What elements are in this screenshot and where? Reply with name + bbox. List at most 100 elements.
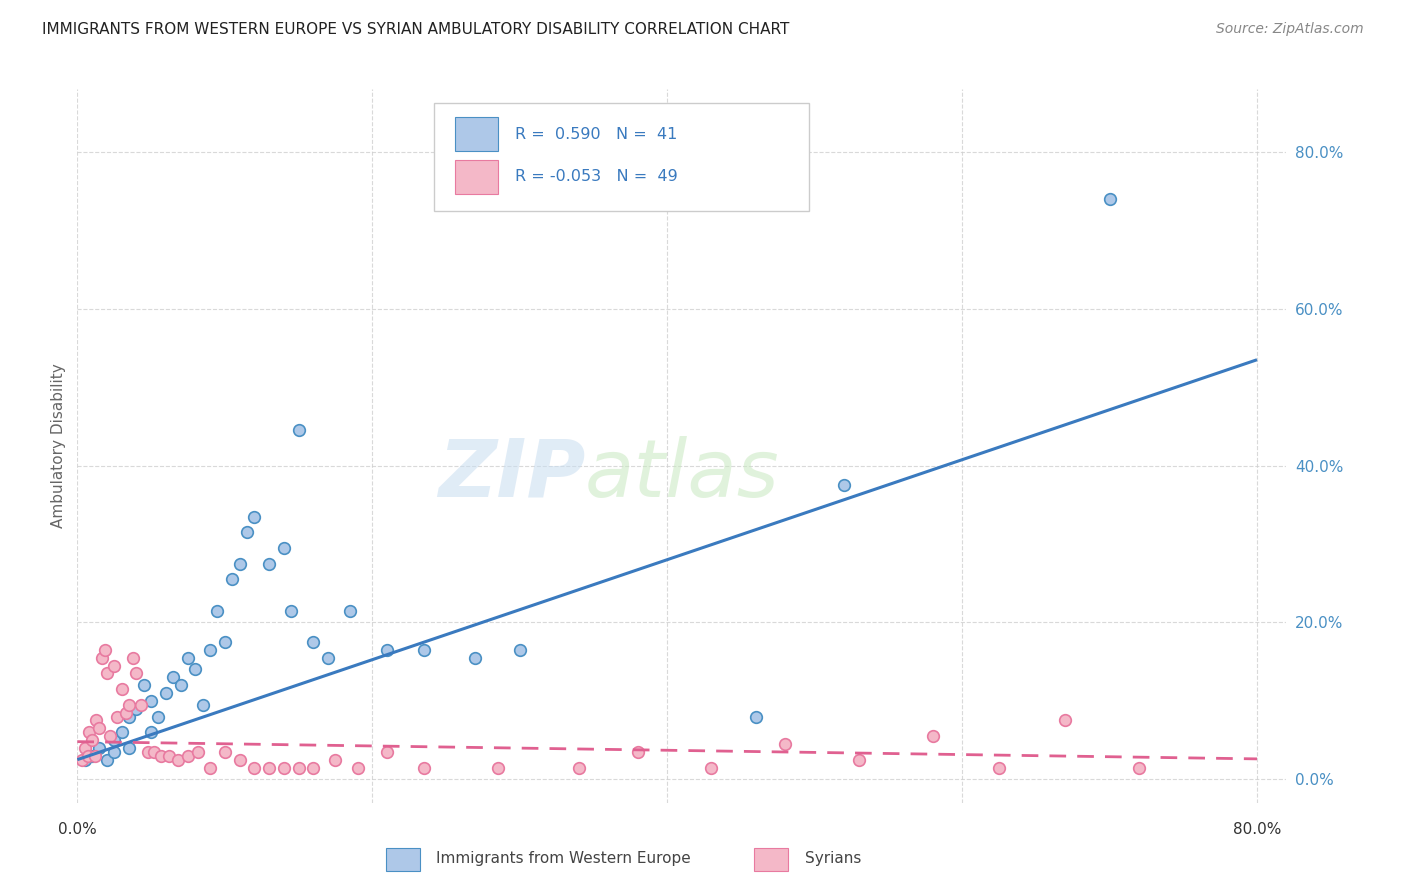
Text: Source: ZipAtlas.com: Source: ZipAtlas.com xyxy=(1216,22,1364,37)
Point xyxy=(139,694,162,708)
Point xyxy=(464,650,486,665)
Text: 0.0%: 0.0% xyxy=(58,822,97,838)
FancyBboxPatch shape xyxy=(434,103,808,211)
Text: 80.0%: 80.0% xyxy=(1233,822,1281,838)
Point xyxy=(125,702,148,716)
Point xyxy=(103,745,125,759)
Text: IMMIGRANTS FROM WESTERN EUROPE VS SYRIAN AMBULATORY DISABILITY CORRELATION CHART: IMMIGRANTS FROM WESTERN EUROPE VS SYRIAN… xyxy=(42,22,790,37)
Point xyxy=(412,760,434,774)
Point xyxy=(98,729,121,743)
Point xyxy=(700,760,723,774)
Point xyxy=(162,670,184,684)
Point xyxy=(125,666,148,681)
Point xyxy=(987,760,1010,774)
Point xyxy=(139,725,162,739)
Point xyxy=(187,745,209,759)
Point xyxy=(221,572,243,586)
Point xyxy=(118,740,141,755)
Point xyxy=(105,709,128,723)
Text: R =  0.590   N =  41: R = 0.590 N = 41 xyxy=(515,127,678,142)
Point xyxy=(143,745,166,759)
Point xyxy=(166,753,188,767)
Point xyxy=(110,725,132,739)
Bar xyxy=(385,847,419,871)
Point xyxy=(77,725,100,739)
Point xyxy=(773,737,796,751)
Point xyxy=(73,740,96,755)
Point xyxy=(280,604,302,618)
Point xyxy=(136,745,159,759)
Point xyxy=(103,658,125,673)
Text: Syrians: Syrians xyxy=(806,851,862,866)
Point xyxy=(80,733,103,747)
Point xyxy=(118,698,141,712)
Point xyxy=(412,643,434,657)
Point xyxy=(744,709,766,723)
Point xyxy=(177,748,200,763)
Point xyxy=(287,760,309,774)
Point xyxy=(191,698,214,712)
Text: Immigrants from Western Europe: Immigrants from Western Europe xyxy=(436,851,692,866)
Point xyxy=(375,745,398,759)
Point xyxy=(273,760,295,774)
Bar xyxy=(454,117,498,152)
Point xyxy=(214,745,236,759)
Point xyxy=(198,760,221,774)
Point xyxy=(84,748,107,763)
Point xyxy=(96,666,118,681)
Point xyxy=(316,650,339,665)
Point xyxy=(80,748,103,763)
Point xyxy=(486,760,509,774)
Text: atlas: atlas xyxy=(585,435,780,514)
Point xyxy=(148,709,170,723)
Point xyxy=(122,650,145,665)
Point xyxy=(184,663,207,677)
Point xyxy=(1128,760,1150,774)
Point xyxy=(375,643,398,657)
Point xyxy=(236,525,259,540)
Text: ZIP: ZIP xyxy=(437,435,585,514)
Point xyxy=(848,753,870,767)
Point xyxy=(207,604,229,618)
Point xyxy=(1054,714,1077,728)
Point xyxy=(89,721,111,735)
Point xyxy=(228,557,250,571)
Point xyxy=(339,604,361,618)
Point xyxy=(103,733,125,747)
Point xyxy=(198,643,221,657)
Point xyxy=(627,745,650,759)
Point xyxy=(243,760,266,774)
Point xyxy=(73,753,96,767)
Point xyxy=(155,686,177,700)
Point xyxy=(325,753,347,767)
Bar xyxy=(755,847,789,871)
Point xyxy=(118,709,141,723)
Point xyxy=(94,643,117,657)
Point xyxy=(832,478,855,492)
Point xyxy=(86,714,108,728)
Point xyxy=(91,650,114,665)
Point xyxy=(273,541,295,555)
Y-axis label: Ambulatory Disability: Ambulatory Disability xyxy=(51,364,66,528)
Point xyxy=(257,760,280,774)
Text: R = -0.053   N =  49: R = -0.053 N = 49 xyxy=(515,169,678,185)
Point xyxy=(157,748,180,763)
Point xyxy=(1098,192,1121,206)
Point xyxy=(150,748,173,763)
Point xyxy=(132,678,155,692)
Bar xyxy=(454,160,498,194)
Point xyxy=(921,729,943,743)
Point xyxy=(214,635,236,649)
Point xyxy=(568,760,591,774)
Point xyxy=(257,557,280,571)
Point xyxy=(76,748,98,763)
Point xyxy=(115,706,138,720)
Point xyxy=(129,698,152,712)
Point xyxy=(243,509,266,524)
Point xyxy=(96,753,118,767)
Point xyxy=(228,753,250,767)
Point xyxy=(110,682,132,697)
Point xyxy=(287,423,309,437)
Point xyxy=(89,740,111,755)
Point xyxy=(509,643,531,657)
